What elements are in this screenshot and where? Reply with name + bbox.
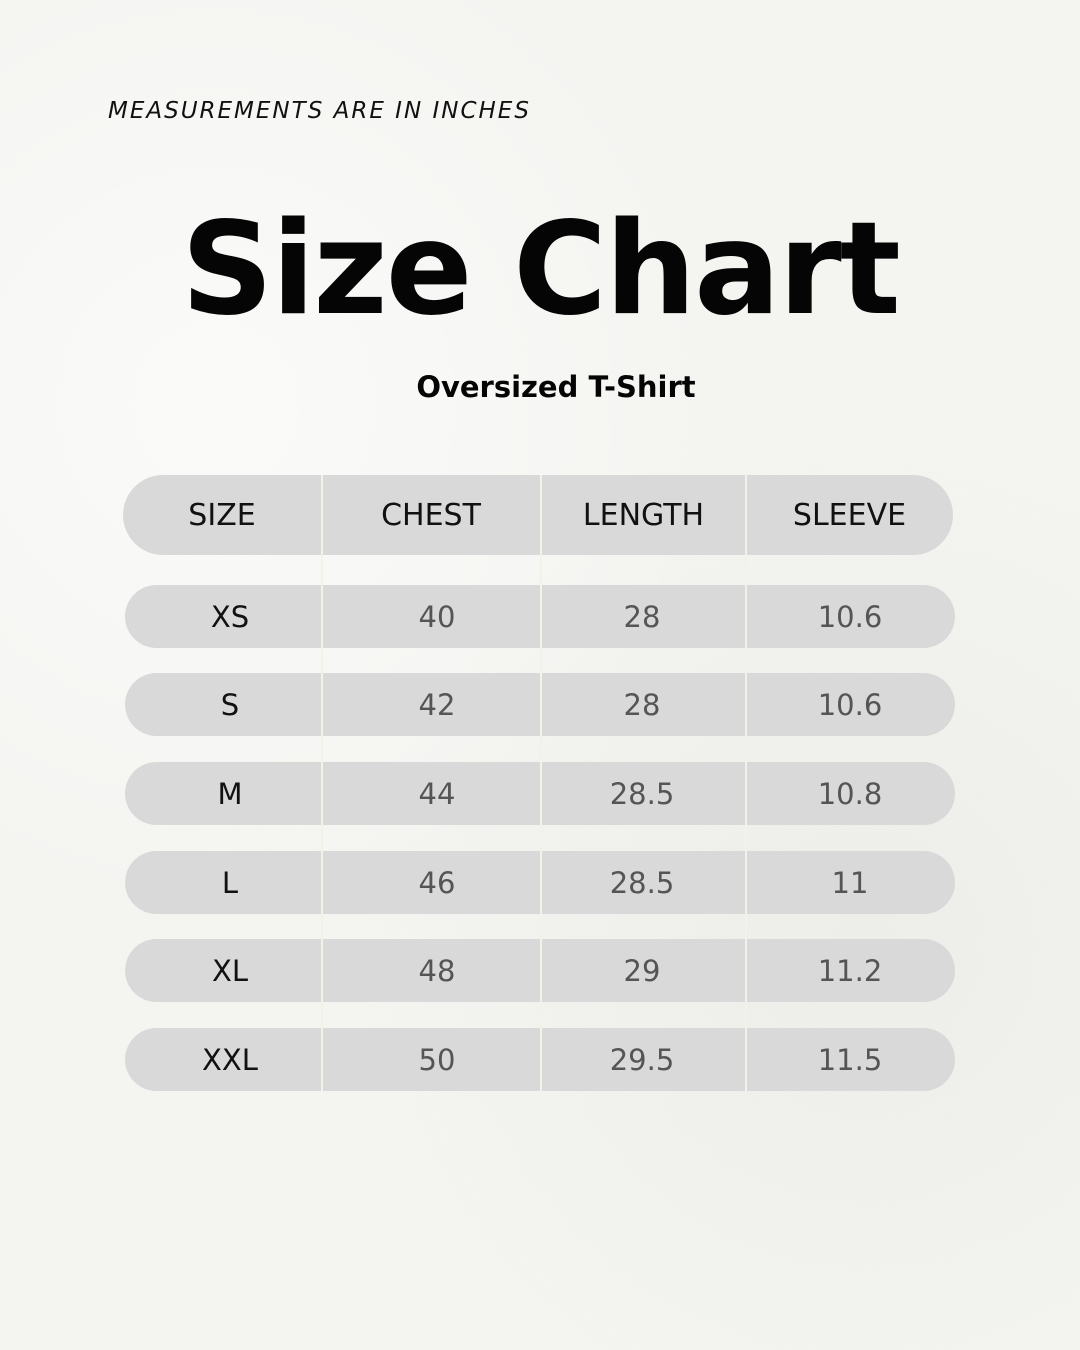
page-subtitle: Oversized T-Shirt (416, 370, 696, 404)
length-cell: 28 (623, 687, 661, 722)
sleeve-cell: 10.8 (817, 776, 883, 811)
size-cell: XS (210, 599, 250, 634)
chest-cell: 40 (418, 599, 456, 634)
length-cell: 29 (623, 953, 661, 988)
size-cell: XXL (202, 1042, 258, 1077)
length-cell: 28 (623, 599, 661, 634)
length-cell: 28.5 (609, 776, 675, 811)
page-title: Size Chart (181, 195, 901, 344)
column-divider (321, 475, 323, 1091)
chest-cell: 50 (418, 1042, 456, 1077)
chest-cell: 48 (418, 953, 456, 988)
header-sleeve: SLEEVE (792, 497, 907, 533)
units-note: MEASUREMENTS ARE IN INCHES (108, 98, 531, 124)
size-cell: S (220, 687, 240, 722)
sleeve-cell: 10.6 (817, 599, 883, 634)
sleeve-cell: 10.6 (817, 687, 883, 722)
chest-cell: 46 (418, 865, 456, 900)
size-cell: XL (211, 953, 249, 988)
header-size: SIZE (188, 497, 256, 533)
table-header: SIZE CHEST LENGTH SLEEVE (123, 475, 953, 555)
column-divider (745, 475, 747, 1091)
size-cell: L (221, 865, 239, 900)
chest-cell: 44 (418, 776, 456, 811)
length-cell: 29.5 (609, 1042, 675, 1077)
sleeve-cell: 11.5 (817, 1042, 883, 1077)
header-chest: CHEST (381, 497, 481, 533)
column-divider (540, 475, 542, 1091)
size-cell: M (217, 776, 243, 811)
sleeve-cell: 11 (831, 865, 869, 900)
length-cell: 28.5 (609, 865, 675, 900)
chest-cell: 42 (418, 687, 456, 722)
header-length: LENGTH (582, 497, 705, 533)
sleeve-cell: 11.2 (817, 953, 883, 988)
